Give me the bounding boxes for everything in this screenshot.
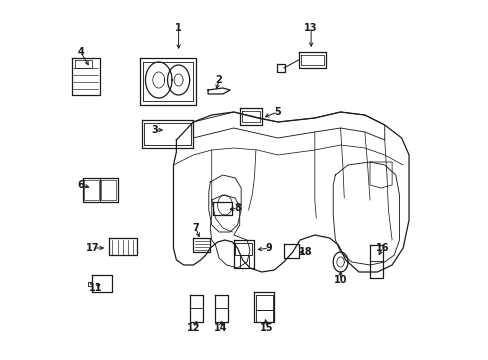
Text: 11: 11 bbox=[88, 283, 102, 293]
Text: 17: 17 bbox=[85, 243, 99, 253]
Text: 7: 7 bbox=[192, 223, 199, 233]
Text: 18: 18 bbox=[299, 247, 312, 257]
Text: 13: 13 bbox=[304, 23, 317, 33]
Text: 4: 4 bbox=[77, 47, 84, 57]
Text: 16: 16 bbox=[375, 243, 388, 253]
Text: 15: 15 bbox=[260, 323, 273, 333]
Text: 5: 5 bbox=[274, 107, 281, 117]
Text: 8: 8 bbox=[234, 203, 241, 213]
Text: 10: 10 bbox=[333, 275, 346, 285]
Text: 3: 3 bbox=[151, 125, 157, 135]
Text: 2: 2 bbox=[215, 75, 222, 85]
Text: 12: 12 bbox=[186, 323, 200, 333]
Text: 1: 1 bbox=[175, 23, 182, 33]
Text: 6: 6 bbox=[77, 180, 84, 190]
Text: 14: 14 bbox=[213, 323, 227, 333]
Text: 9: 9 bbox=[265, 243, 272, 253]
